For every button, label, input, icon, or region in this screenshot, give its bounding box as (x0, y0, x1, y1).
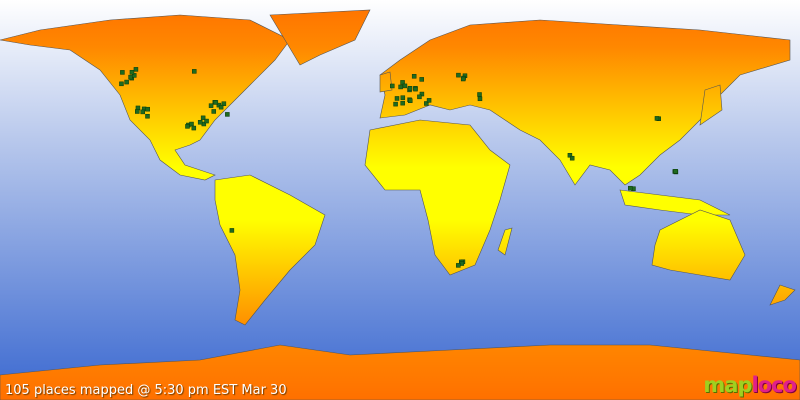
visitor-marker (393, 101, 398, 107)
visitor-marker (398, 84, 403, 90)
logo-map: map (703, 373, 752, 397)
visitor-marker (400, 100, 405, 106)
madagascar (497, 227, 513, 256)
visitor-marker (456, 72, 461, 78)
visitor-marker (413, 86, 418, 92)
visitor-marker (477, 92, 482, 97)
land-masses (0, 9, 800, 400)
greenland (269, 9, 371, 66)
visitor-marker (135, 109, 140, 114)
visitor-marker (218, 104, 224, 110)
visitor-marker (567, 153, 573, 158)
visitor-marker (426, 98, 432, 103)
antarctica (0, 344, 800, 400)
visitor-marker (131, 73, 137, 78)
africa (364, 119, 511, 276)
visitor-marker (400, 95, 406, 100)
visitor-marker (128, 74, 133, 80)
visitor-marker (408, 98, 413, 103)
visitor-marker (456, 263, 461, 268)
visitor-marker (129, 69, 135, 75)
visitor-marker (145, 113, 150, 119)
visitor-marker (402, 83, 408, 89)
visitor-marker (200, 115, 206, 121)
visitor-marker (211, 109, 217, 114)
uk (379, 71, 393, 93)
visitor-marker (197, 120, 203, 125)
visitor-marker (394, 96, 400, 101)
visitor-marker (477, 96, 483, 102)
visitor-marker (120, 70, 125, 75)
visitor-marker (424, 101, 429, 106)
visitor-marker (225, 112, 230, 117)
visitor-marker (628, 185, 633, 191)
visitor-marker (189, 121, 194, 127)
visitor-marker (569, 155, 575, 161)
south-america (214, 174, 326, 326)
eurasia (379, 19, 791, 186)
visitor-marker (133, 67, 139, 72)
japan (699, 84, 723, 126)
north-america (0, 14, 291, 181)
visitor-marker (407, 86, 413, 91)
visitor-marker (419, 91, 425, 97)
visitor-marker (204, 118, 209, 124)
new-zealand (769, 284, 796, 306)
visitor-marker (145, 106, 150, 112)
visitor-marker (185, 124, 190, 129)
maploco-logo[interactable]: maploco (703, 373, 797, 397)
visitor-marker (208, 103, 214, 108)
visitor-marker (390, 83, 395, 89)
visitor-marker (140, 109, 146, 115)
visitor-marker (119, 81, 124, 87)
logo-loco: loco (751, 373, 797, 397)
australia (651, 209, 746, 281)
visitor-marker (417, 94, 422, 100)
visitor-marker (213, 100, 219, 105)
visitor-marker (124, 79, 129, 85)
visitor-marker (460, 76, 466, 82)
visitor-marker (229, 228, 235, 233)
visitor-marker (673, 169, 678, 174)
visitor-marker (411, 74, 417, 79)
places-mapped-caption: 105 places mapped @ 5:30 pm EST Mar 30 (5, 383, 287, 398)
visitor-markers (119, 67, 679, 268)
visitor-marker (221, 101, 227, 106)
visitor-marker (419, 77, 424, 82)
visitor-marker (654, 116, 660, 121)
visitor-marker (192, 69, 197, 74)
visitor-marker (191, 125, 197, 131)
visitor-marker (400, 80, 405, 85)
